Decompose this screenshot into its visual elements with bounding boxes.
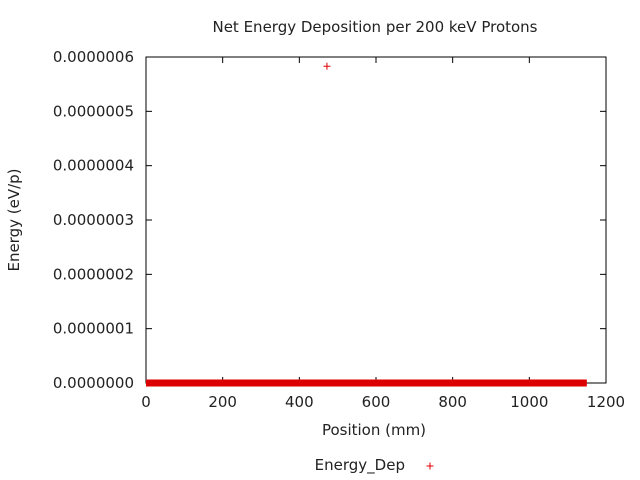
- legend-label: Energy_Dep: [315, 456, 405, 475]
- plot-area: [145, 56, 607, 384]
- x-tick-label: 600: [362, 393, 391, 411]
- x-tick-label: 1000: [510, 393, 548, 411]
- data-marks: [146, 62, 587, 387]
- x-tick-label: 400: [285, 393, 314, 411]
- legend-marker-plus: [426, 462, 434, 470]
- x-tick-label: 0: [141, 393, 151, 411]
- x-tick-label: 800: [438, 393, 467, 411]
- x-tick-label: 200: [208, 393, 237, 411]
- y-tick-label: 0.0000005: [53, 102, 134, 120]
- y-tick-label: 0.0000002: [53, 265, 134, 283]
- y-tick-label: 0.0000006: [53, 48, 134, 66]
- y-axis-label: Energy (eV/p): [5, 168, 23, 271]
- x-tick-label: 1200: [587, 393, 625, 411]
- y-tick-label: 0.0000003: [53, 211, 134, 229]
- y-tick-label: 0.0000001: [53, 320, 134, 338]
- y-tick-label: 0.0000000: [53, 374, 134, 392]
- x-axis-label: Position (mm): [322, 421, 426, 439]
- chart-title: Net Energy Deposition per 200 keV Proton…: [212, 18, 537, 36]
- data-point: [323, 62, 331, 70]
- y-tick-label: 0.0000004: [53, 157, 134, 175]
- axis-ticks: 0 200 400 600 800 1000 1200 0.0000000 0.0000001 0…: [53, 48, 625, 411]
- legend: Energy_Dep: [315, 456, 434, 475]
